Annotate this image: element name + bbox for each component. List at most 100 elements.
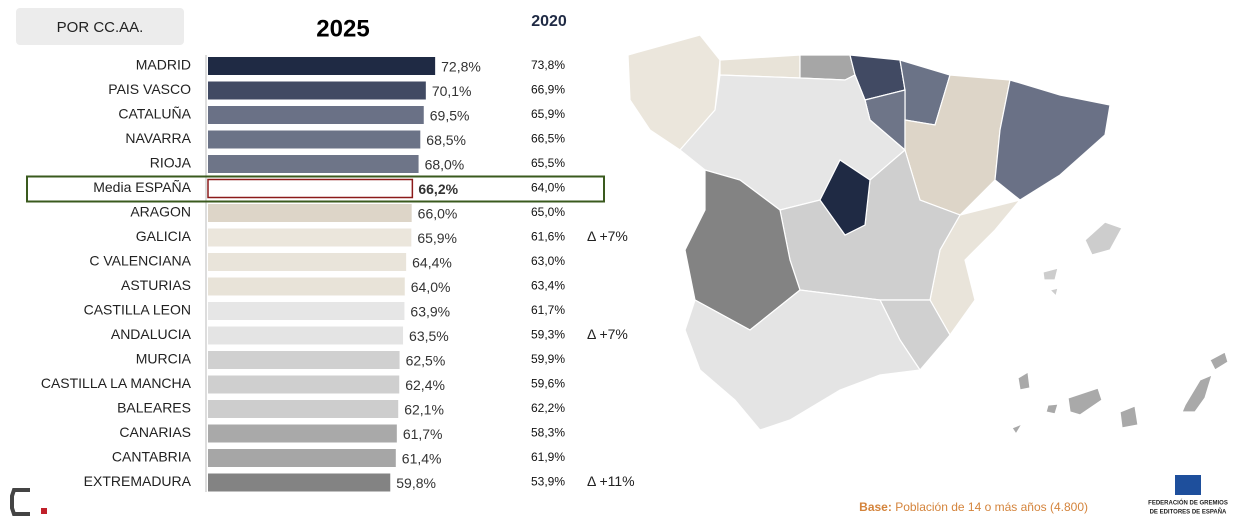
logo-mark [1175,475,1201,495]
category-label: CASTILLA LA MANCHA [41,375,192,391]
bar [208,155,419,173]
inset-box [996,349,1243,501]
bar [208,81,426,100]
value-label: 61,4% [402,451,442,467]
category-label: C VALENCIANA [89,253,191,269]
value-2020: 61,9% [531,450,565,464]
category-label: MADRID [136,57,191,73]
value-label: 62,1% [404,402,444,418]
footnote-text: Población de 14 o más años (4.800) [895,500,1088,514]
bar [208,375,400,394]
region [819,159,871,236]
category-label: PAIS VASCO [108,81,191,97]
bar [208,204,412,222]
bar [208,449,396,467]
column-title: 2020 [531,13,567,30]
category-label: EXTREMADURA [84,473,192,489]
region [684,169,801,331]
logo-text: DE EDITORES DE ESPAÑA [1150,509,1227,516]
bar [208,400,399,418]
value-label: 62,5% [406,353,446,369]
category-label: MURCIA [136,351,192,367]
bar [208,106,424,124]
delta-label: Δ +7% [587,228,628,244]
value-2020: 53,9% [531,475,565,489]
bar [208,277,405,296]
category-label: ASTURIAS [121,277,191,293]
delta-label: Δ +7% [587,326,628,342]
value-label: 72,8% [441,59,481,75]
region [1042,267,1059,281]
category-label: ANDALUCIA [111,326,192,342]
bar [207,178,414,199]
value-label: 70,1% [432,83,472,99]
value-label: 68,0% [425,157,465,173]
value-2020: 64,0% [531,181,565,195]
value-2020: 65,0% [531,205,565,219]
chart-title: 2025 [316,15,369,42]
footnote: Base: Población de 14 o más años (4.800) [859,500,1088,514]
category-label: NAVARRA [125,130,191,146]
category-label: CATALUÑA [118,106,191,122]
island [1011,351,1229,436]
category-label: BALEARES [117,400,191,416]
category-label: GALICIA [136,228,192,244]
header: POR CC.AA. [57,19,144,36]
region [799,54,856,81]
region [1048,287,1059,298]
value-2020: 63,0% [531,254,565,268]
value-2020: 66,9% [531,83,565,97]
value-label: 68,5% [426,132,466,148]
value-2020: 61,7% [531,303,565,317]
header-box [16,8,184,45]
bar [208,130,421,149]
brand-logo [10,488,30,516]
category-label: Media ESPAÑA [93,179,191,195]
value-label: 66,2% [418,181,458,197]
value-2020: 66,5% [531,132,565,146]
brand-dot [41,508,47,514]
value-2020: 61,6% [531,230,565,244]
region [684,289,922,431]
bar [208,228,412,247]
value-2020: 59,9% [531,352,565,366]
value-label: 63,5% [409,328,449,344]
category-label: CANARIAS [119,424,191,440]
category-label: CASTILLA LEON [84,302,191,318]
value-2020: 58,3% [531,426,565,440]
value-label: 64,4% [412,255,452,271]
region [719,54,801,79]
value-label: 64,0% [411,279,451,295]
value-2020: 63,4% [531,279,565,293]
category-label: CANTABRIA [112,449,192,465]
value-2020: 65,9% [531,107,565,121]
value-2020: 73,8% [531,58,565,72]
value-2020: 59,3% [531,328,565,342]
logo-text: FEDERACIÓN DE GREMIOS [1148,499,1228,507]
bar [208,326,404,345]
bar [208,473,391,492]
highlight-box [26,175,605,203]
value-label: 61,7% [403,426,443,442]
value-label: 65,9% [417,230,457,246]
category-label: ARAGON [130,204,191,220]
value-2020: 59,6% [531,377,565,391]
value-label: 66,0% [418,206,458,222]
value-label: 59,8% [396,475,436,491]
delta-label: Δ +11% [587,473,635,489]
bar [208,351,400,369]
region [1084,221,1123,256]
region [994,79,1111,201]
bar [208,302,405,320]
footnote-label: Base: [859,500,892,514]
value-2020: 62,2% [531,401,565,415]
value-label: 69,5% [430,108,470,124]
bar [208,57,436,75]
value-label: 62,4% [405,377,445,393]
map [627,34,1243,501]
value-label: 63,9% [410,304,450,320]
bar [208,424,397,443]
category-label: RIOJA [150,155,192,171]
value-2020: 65,5% [531,156,565,170]
